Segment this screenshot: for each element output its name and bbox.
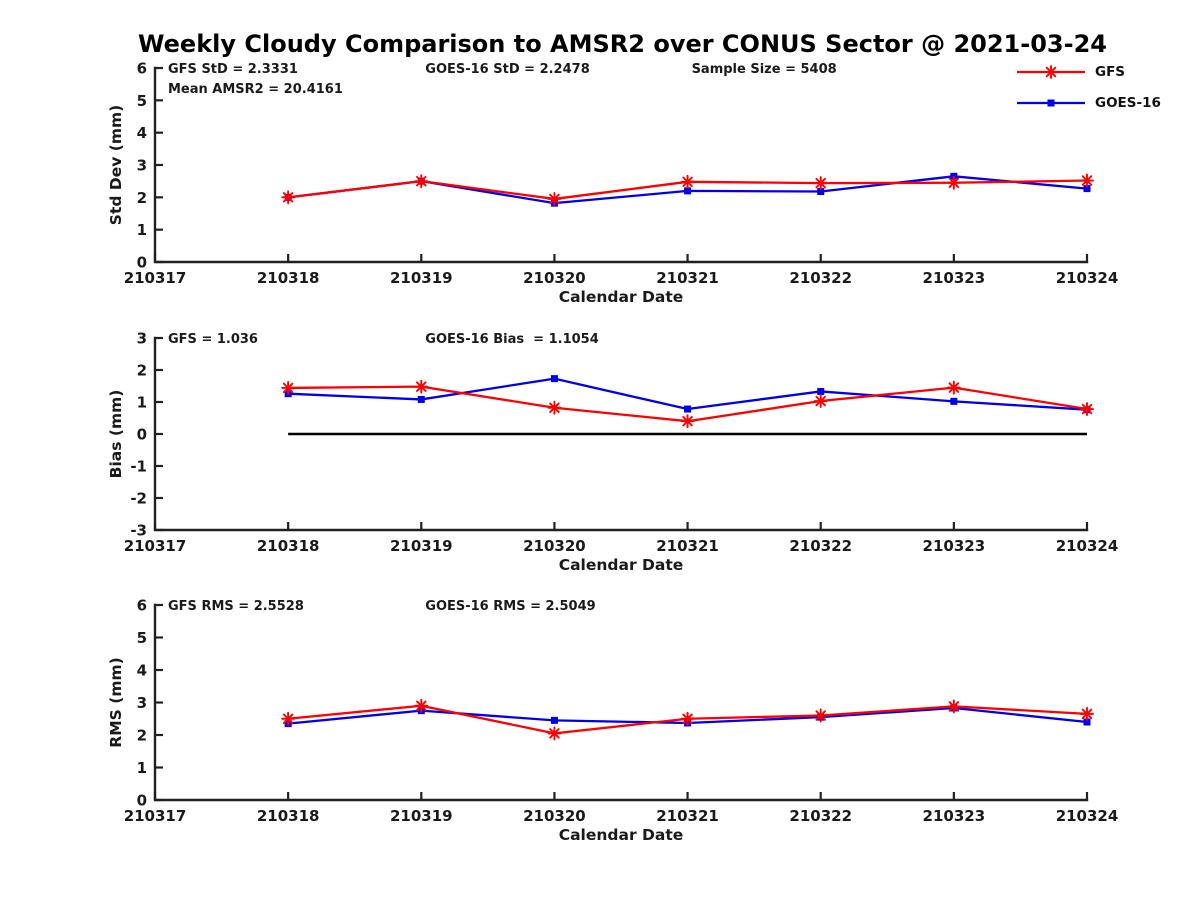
svg-text:210324: 210324 [1056,269,1119,287]
legend: GFS GOES-16 [1015,64,1161,126]
svg-text:210317: 210317 [124,269,187,287]
svg-text:3: 3 [137,694,147,712]
svg-text:210322: 210322 [789,807,852,825]
goes16-line-marker-icon [1017,99,1085,107]
svg-text:4: 4 [137,124,147,142]
legend-label-gfs: GFS [1095,64,1126,80]
svg-text:GFS = 1.036: GFS = 1.036 [168,332,258,347]
svg-text:2: 2 [137,189,147,207]
svg-text:4: 4 [137,662,147,680]
svg-text:Std Dev (mm): Std Dev (mm) [107,105,125,225]
svg-text:Calendar Date: Calendar Date [559,826,684,844]
svg-text:Bias (mm): Bias (mm) [107,390,125,479]
chart-title: Weekly Cloudy Comparison to AMSR2 over C… [138,30,1107,58]
svg-text:Calendar Date: Calendar Date [559,288,684,306]
gfs-line-marker-icon [1017,65,1085,79]
svg-text:210322: 210322 [789,269,852,287]
svg-text:-1: -1 [130,458,147,476]
svg-text:210321: 210321 [656,537,719,555]
svg-text:210319: 210319 [390,807,453,825]
svg-text:0: 0 [137,254,147,272]
legend-entry-gfs: GFS [1015,64,1161,80]
svg-text:3: 3 [137,157,147,175]
svg-text:6: 6 [137,60,147,78]
svg-text:210321: 210321 [656,807,719,825]
svg-text:GOES-16 RMS = 2.5049: GOES-16 RMS = 2.5049 [425,599,595,614]
svg-text:210323: 210323 [923,807,986,825]
svg-text:2: 2 [137,727,147,745]
svg-text:GOES-16 Bias = 1.1054: GOES-16 Bias = 1.1054 [425,332,599,347]
svg-text:210319: 210319 [390,269,453,287]
svg-text:2: 2 [137,362,147,380]
svg-text:210323: 210323 [923,269,986,287]
svg-text:-3: -3 [130,522,147,540]
svg-text:1: 1 [137,394,147,412]
svg-text:210317: 210317 [124,537,187,555]
svg-text:210322: 210322 [789,537,852,555]
svg-text:GOES-16 StD = 2.2478: GOES-16 StD = 2.2478 [425,62,589,77]
subplot-stddev: 210317 210318 210319 210320 210321 210322 2103… [107,60,1118,307]
legend-label-goes16: GOES-16 [1095,95,1161,111]
legend-entry-goes16: GOES-16 [1015,95,1161,111]
svg-text:Sample Size = 5408: Sample Size = 5408 [692,62,837,77]
svg-text:GFS StD = 2.3331: GFS StD = 2.3331 [168,62,298,77]
svg-text:210318: 210318 [257,269,320,287]
svg-text:210323: 210323 [923,537,986,555]
svg-text:210324: 210324 [1056,537,1119,555]
subplot-rms: 210317 210318 210319 210320 210321 210322 2103… [107,597,1118,845]
svg-text:210318: 210318 [257,807,320,825]
svg-text:210320: 210320 [523,807,586,825]
svg-text:1: 1 [137,759,147,777]
svg-text:RMS (mm): RMS (mm) [107,657,125,747]
svg-text:210320: 210320 [523,537,586,555]
svg-text:Calendar Date: Calendar Date [559,556,684,574]
svg-text:210320: 210320 [523,269,586,287]
svg-text:5: 5 [137,629,147,647]
svg-text:210317: 210317 [124,807,187,825]
svg-text:210318: 210318 [257,537,320,555]
svg-text:-2: -2 [130,490,147,508]
svg-text:5: 5 [137,92,147,110]
svg-text:Mean AMSR2 = 20.4161: Mean AMSR2 = 20.4161 [168,82,343,97]
svg-text:0: 0 [137,792,147,810]
svg-text:210319: 210319 [390,537,453,555]
svg-text:0: 0 [137,426,147,444]
svg-text:6: 6 [137,597,147,615]
svg-text:GFS RMS = 2.5528: GFS RMS = 2.5528 [168,599,304,614]
svg-text:210321: 210321 [656,269,719,287]
svg-text:3: 3 [137,330,147,348]
svg-text:210324: 210324 [1056,807,1119,825]
svg-text:1: 1 [137,221,147,239]
subplot-bias: 210317 210318 210319 210320 210321 210322 2103… [107,330,1118,575]
